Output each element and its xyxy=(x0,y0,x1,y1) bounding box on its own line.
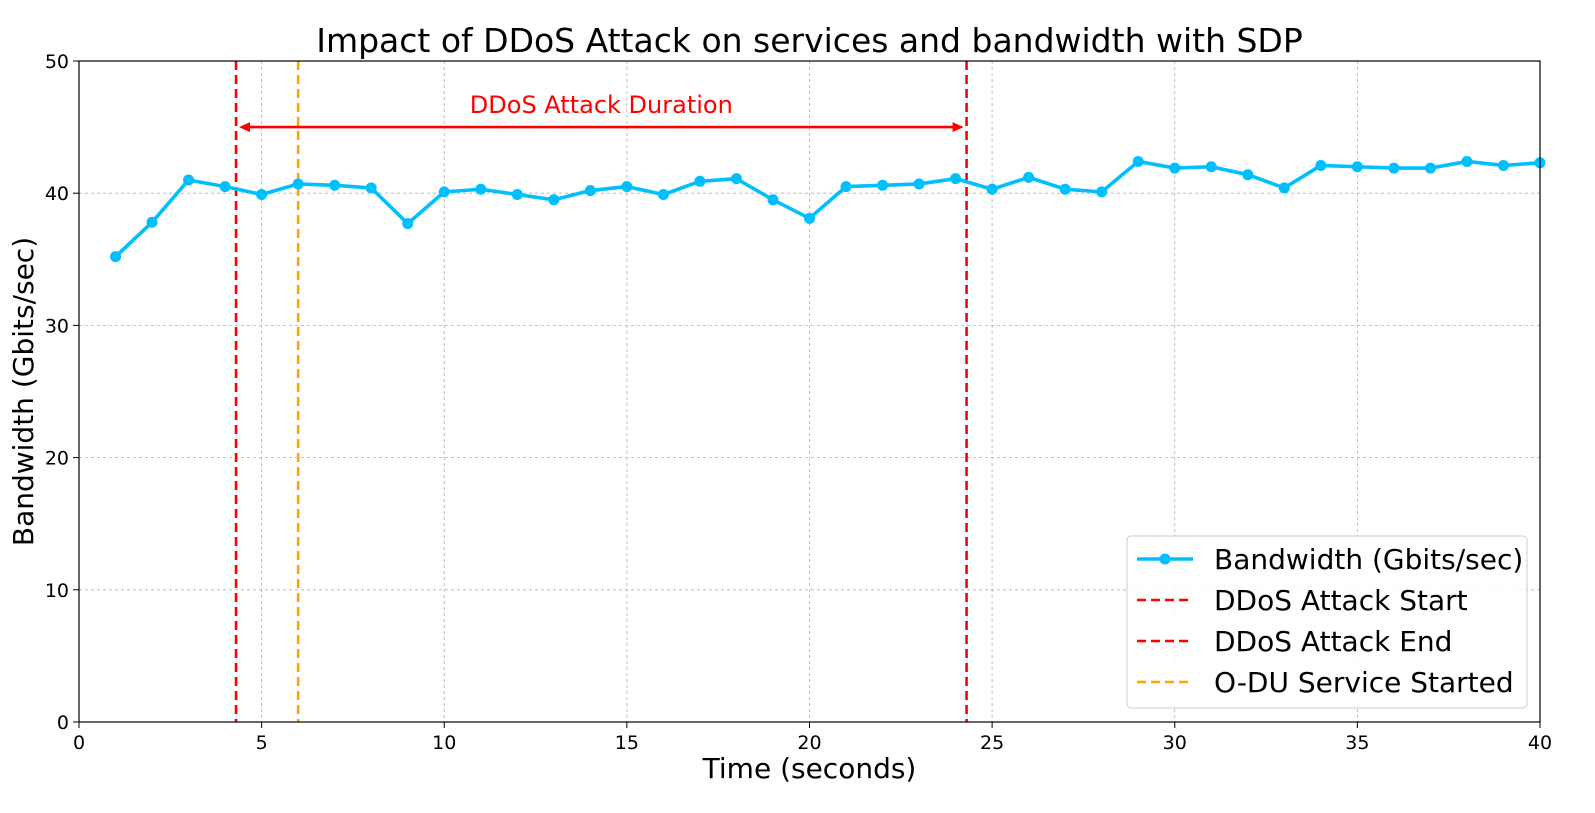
series-line xyxy=(114,159,1541,258)
data-point xyxy=(767,194,779,206)
data-point xyxy=(657,189,669,201)
x-tick-label: 40 xyxy=(1528,732,1552,754)
data-point xyxy=(219,181,231,193)
data-point xyxy=(256,189,268,201)
data-point xyxy=(1169,162,1181,174)
data-point xyxy=(1096,186,1108,198)
legend: Bandwidth (Gbits/sec) DDoS Attack Start DD… xyxy=(1126,535,1528,709)
duration-annotation-label: DDoS Attack Duration xyxy=(470,91,733,119)
data-point xyxy=(1351,161,1363,173)
legend-swatch-marker xyxy=(1159,553,1171,565)
y-tick-label: 0 xyxy=(57,712,69,734)
data-point xyxy=(475,183,487,195)
data-point xyxy=(1205,161,1217,173)
y-tick-label: 30 xyxy=(45,315,69,337)
data-point xyxy=(1023,171,1035,183)
data-point xyxy=(1388,162,1400,174)
data-point xyxy=(730,173,742,185)
chart-title: Impact of DDoS Attack on services and ba… xyxy=(316,21,1303,60)
series xyxy=(110,155,1546,263)
data-point xyxy=(329,179,341,191)
data-point xyxy=(438,186,450,198)
legend-label: DDoS Attack Start xyxy=(1214,584,1468,617)
data-point xyxy=(548,194,560,206)
data-point xyxy=(146,216,158,228)
legend-label: DDoS Attack End xyxy=(1214,625,1452,658)
data-point xyxy=(1315,159,1327,171)
x-tick-label: 35 xyxy=(1345,732,1369,754)
y-tick-label: 20 xyxy=(45,448,69,470)
data-point xyxy=(584,185,596,197)
x-axis-label: Time (seconds) xyxy=(702,752,917,785)
data-point xyxy=(110,251,122,263)
y-tick-label: 10 xyxy=(45,580,69,602)
duration-arrow-head-left xyxy=(239,122,251,133)
x-tick-label: 0 xyxy=(73,732,85,754)
data-point xyxy=(950,173,962,185)
data-point xyxy=(183,174,195,186)
data-point xyxy=(804,212,815,224)
data-point xyxy=(877,179,889,191)
x-tick-label: 15 xyxy=(615,732,639,754)
data-point xyxy=(694,175,706,187)
data-point xyxy=(840,181,852,193)
legend-box xyxy=(1126,535,1528,709)
legend-label: O-DU Service Started xyxy=(1214,666,1514,699)
x-tick-label: 20 xyxy=(797,732,821,754)
data-point xyxy=(1278,182,1290,194)
duration-arrow-head-right xyxy=(952,122,964,133)
x-tick-label: 30 xyxy=(1163,732,1187,754)
x-tick-label: 10 xyxy=(432,732,456,754)
data-point xyxy=(986,183,998,195)
data-point xyxy=(621,181,633,193)
data-point xyxy=(1424,162,1436,174)
data-point xyxy=(1132,155,1144,167)
y-tick-label: 40 xyxy=(45,183,69,205)
data-point xyxy=(1242,169,1254,181)
y-axis-label: Bandwidth (Gbits/sec) xyxy=(7,237,40,546)
annotations: DDoS Attack Duration xyxy=(239,91,964,133)
y-tick-label: 50 xyxy=(45,51,69,73)
x-tick-label: 5 xyxy=(256,732,268,754)
data-point xyxy=(402,218,414,230)
data-point xyxy=(913,178,925,190)
x-tick-label: 25 xyxy=(980,732,1004,754)
data-point xyxy=(511,189,523,201)
data-point xyxy=(1497,159,1509,171)
data-point xyxy=(1059,183,1071,195)
data-point xyxy=(365,182,377,194)
axis-ticks: 0 5 10 15 20 25 30 35 40 0 10 20 30 40 50 xyxy=(45,51,1552,754)
legend-label: Bandwidth (Gbits/sec) xyxy=(1214,543,1523,576)
data-point xyxy=(292,178,304,190)
reference-lines xyxy=(234,61,968,722)
data-point xyxy=(1461,155,1473,167)
